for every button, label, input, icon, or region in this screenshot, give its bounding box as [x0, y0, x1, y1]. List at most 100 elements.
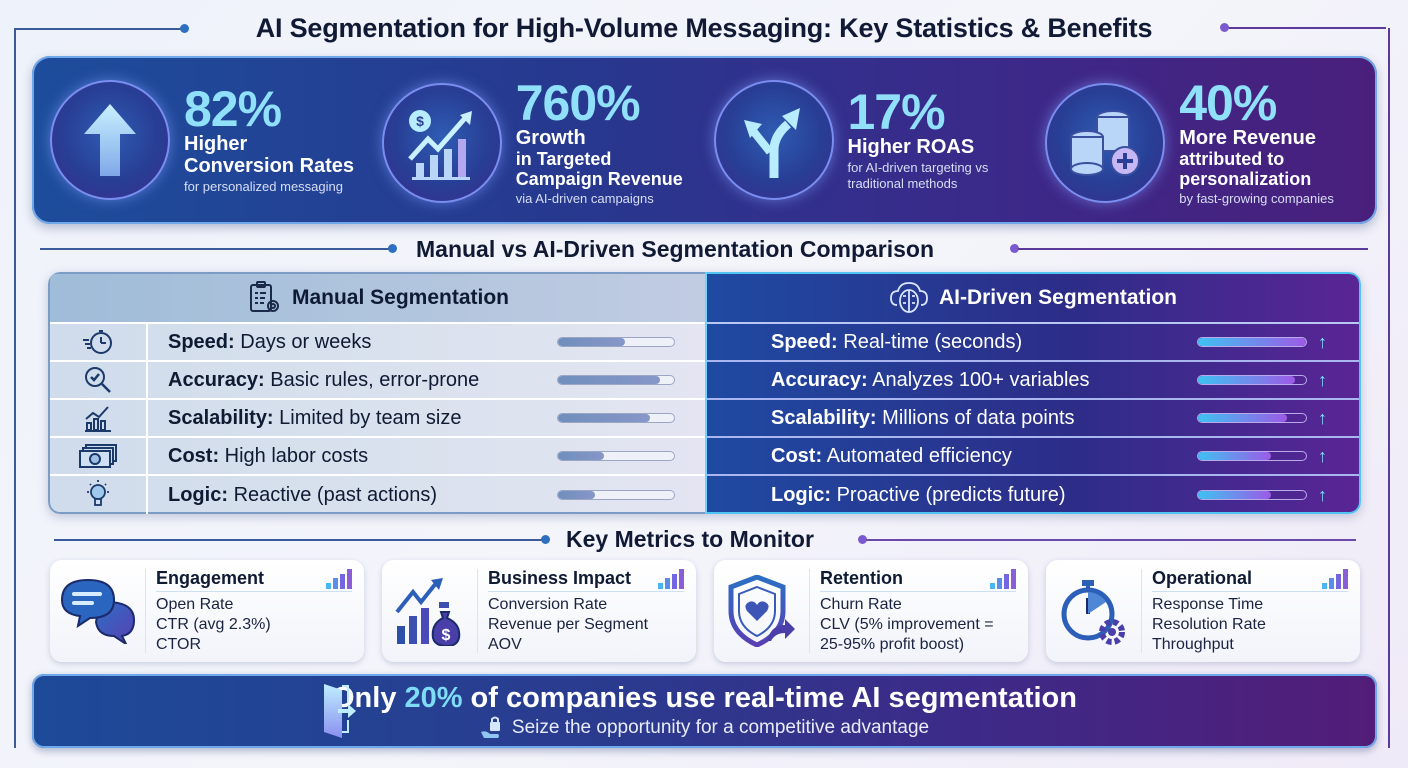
- split-arrows-icon: [713, 80, 834, 200]
- card-line: Response Time: [1152, 595, 1264, 613]
- stat-headline: in Targeted: [515, 149, 612, 169]
- card-line: Throughput: [1152, 635, 1234, 653]
- title-line-right: [1226, 27, 1386, 29]
- row-label: Logic:: [771, 483, 831, 506]
- card-line: CLV (5% improvement =: [820, 615, 994, 633]
- row-label: Speed:: [771, 330, 838, 353]
- manual-row-scalability: Scalability: Limited by team size: [50, 400, 705, 438]
- magnifier-check-icon: [50, 362, 148, 398]
- footer-subline: Seize the opportunity for a competitive …: [480, 716, 929, 740]
- frame-line-left: [14, 28, 16, 748]
- stat-personalization-revenue: 40% More Revenue attributed to personali…: [1045, 59, 1377, 224]
- row-value: Analyzes 100+ variables: [872, 368, 1090, 391]
- row-label: Speed:: [168, 330, 235, 353]
- metric-card-business-impact: $ Business Impact Conversion Rate Revenu…: [382, 560, 696, 662]
- row-label: Accuracy:: [168, 368, 265, 391]
- manual-row-logic: Logic: Reactive (past actions): [50, 476, 705, 514]
- metric-card-operational: Operational Response Time Resolution Rat…: [1046, 560, 1360, 662]
- metrics-title: Key Metrics to Monitor: [566, 526, 814, 552]
- stat-value: 17%: [847, 84, 946, 140]
- row-value: Limited by team size: [279, 406, 462, 429]
- ai-header: AI-Driven Segmentation: [707, 274, 1359, 324]
- card-line: Resolution Rate: [1152, 615, 1266, 633]
- ai-row-accuracy: Accuracy: Analyzes 100+ variables ↑: [707, 362, 1359, 400]
- section-line-right: [1018, 248, 1368, 250]
- svg-text:$: $: [441, 627, 450, 644]
- ai-heading: AI-Driven Segmentation: [938, 286, 1178, 309]
- row-value: Automated efficiency: [826, 444, 1012, 467]
- signal-bars-icon: [326, 568, 352, 589]
- row-value: Millions of data points: [882, 406, 1075, 429]
- stat-headline: More Revenue: [1179, 127, 1316, 149]
- ai-row-scalability: Scalability: Millions of data points ↑: [707, 400, 1359, 438]
- card-title: Retention: [820, 567, 903, 588]
- row-label: Scalability:: [771, 406, 877, 429]
- lightbulb-icon: [50, 476, 148, 514]
- manual-heading: Manual Segmentation: [291, 286, 510, 309]
- card-title: Operational: [1152, 567, 1253, 588]
- rating-bar: [557, 375, 675, 385]
- growth-moneybag-icon: $: [382, 569, 478, 653]
- footer-prefix: Only: [332, 682, 397, 714]
- card-line: Conversion Rate: [488, 595, 608, 613]
- page-header: AI Segmentation for High-Volume Messagin…: [0, 8, 1408, 48]
- rating-bar: [557, 490, 675, 500]
- ai-row-logic: Logic: Proactive (predicts future) ↑: [707, 476, 1359, 514]
- rating-bar: [1197, 337, 1307, 347]
- card-line: Revenue per Segment: [488, 615, 649, 633]
- trend-up-icon: ↑: [1318, 445, 1327, 466]
- card-title: Engagement: [156, 567, 265, 588]
- row-value: Basic rules, error-prone: [270, 368, 480, 391]
- manual-header: Manual Segmentation: [50, 274, 705, 324]
- trend-up-icon: ↑: [1318, 484, 1327, 505]
- signal-bars-icon: [658, 568, 684, 589]
- cash-stack-icon: [50, 438, 148, 474]
- ai-row-cost: Cost: Automated efficiency ↑: [707, 438, 1359, 476]
- signal-bars-icon: [1322, 568, 1348, 589]
- manual-row-speed: Speed: Days or weeks: [50, 324, 705, 362]
- manual-row-accuracy: Accuracy: Basic rules, error-prone: [50, 362, 705, 400]
- card-title: Business Impact: [488, 567, 632, 588]
- footer-banner: Only 20% of companies use real-time AI s…: [32, 674, 1377, 748]
- card-line: AOV: [488, 635, 522, 653]
- section-line-left: [54, 539, 544, 541]
- stats-banner: 82% Higher Conversion Rates for personal…: [32, 56, 1377, 224]
- section-line-right: [866, 539, 1356, 541]
- card-line: Open Rate: [156, 595, 234, 613]
- coins-plus-icon: [1045, 83, 1166, 203]
- title-dot-right: [1220, 23, 1229, 32]
- title-line-left: [14, 28, 184, 30]
- stat-subtitle: via AI-driven campaigns: [515, 191, 654, 206]
- section-dot-right: [1010, 244, 1019, 253]
- stat-revenue-growth: $ 760% Growth in Targeted Campaign Reven…: [381, 59, 714, 224]
- stat-subtitle: for AI-driven targeting vs: [847, 160, 989, 175]
- frame-line-right: [1388, 28, 1390, 748]
- footer-suffix: of companies use real-time AI segmentati…: [470, 682, 1077, 714]
- up-arrow-icon: [50, 80, 170, 200]
- stopwatch-icon: [50, 324, 148, 360]
- rating-bar: [1197, 413, 1307, 423]
- row-label: Accuracy:: [771, 368, 868, 391]
- row-value: Days or weeks: [240, 330, 372, 353]
- card-line: CTOR: [156, 635, 202, 653]
- stat-value: 82%: [184, 81, 282, 137]
- stat-value: 40%: [1179, 75, 1277, 131]
- row-value: Proactive (predicts future): [836, 483, 1066, 506]
- stat-roas: 17% Higher ROAS for AI-driven targeting …: [713, 56, 1046, 224]
- stat-headline: Higher: [184, 133, 248, 155]
- row-label: Cost:: [771, 444, 823, 467]
- stat-headline: Conversion Rates: [184, 155, 355, 177]
- ai-row-speed: Speed: Real-time (seconds) ↑: [707, 324, 1359, 362]
- section-dot-left: [541, 535, 550, 544]
- rating-bar: [1197, 375, 1307, 385]
- hand-lock-icon: [480, 716, 506, 740]
- stat-headline: personalization: [1179, 169, 1312, 189]
- shield-heart-icon: [714, 569, 810, 653]
- section-dot-left: [388, 244, 397, 253]
- ai-column: AI-Driven Segmentation Speed: Real-time …: [705, 272, 1361, 514]
- comparison-title: Manual vs AI-Driven Segmentation Compari…: [416, 236, 935, 262]
- manual-column: Manual Segmentation Speed: Days or weeks…: [48, 272, 705, 514]
- card-line: Churn Rate: [820, 595, 902, 613]
- rating-bar: [1197, 490, 1307, 500]
- comparison-table: Manual Segmentation Speed: Days or weeks…: [48, 272, 1361, 514]
